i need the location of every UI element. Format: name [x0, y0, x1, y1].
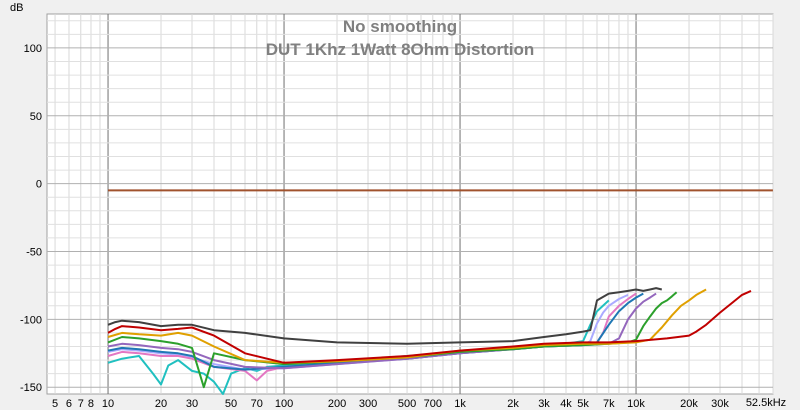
- x-tick-label: 6: [66, 398, 72, 410]
- chart-title: No smoothing: [343, 17, 457, 36]
- y-axis-unit-label: dB: [10, 2, 23, 14]
- x-tick-label: 1k: [454, 398, 466, 410]
- x-tick-label: 20k: [680, 398, 698, 410]
- y-tick-label: 0: [36, 179, 42, 191]
- series-line: [107, 291, 678, 389]
- y-tick-label: -100: [20, 314, 42, 326]
- x-tick-label: 700: [424, 398, 442, 410]
- x-tick-label: 5: [52, 398, 58, 410]
- x-tick-label: 10: [102, 398, 114, 410]
- x-tick-label: 2k: [507, 398, 519, 410]
- x-tick-label: 4k: [560, 398, 572, 410]
- x-tick-label: 200: [328, 398, 346, 410]
- y-tick-label: 50: [30, 111, 42, 123]
- x-tick-label: 70: [251, 398, 263, 410]
- chart-subtitle: DUT 1Khz 1Watt 8Ohm Distortion: [266, 40, 535, 59]
- x-tick-label: 30: [186, 398, 198, 410]
- grid-lines: [47, 14, 774, 394]
- series-line: [107, 292, 657, 370]
- x-tick-label: 500: [398, 398, 416, 410]
- series-group: [107, 189, 773, 395]
- x-axis-unit-label: 52.5kHz: [746, 397, 786, 409]
- x-tick-label: 300: [359, 398, 377, 410]
- x-tick-label: 5k: [577, 398, 589, 410]
- y-tick-label: -150: [20, 382, 42, 394]
- y-tick-label: -50: [26, 247, 42, 259]
- plot-area: [46, 13, 774, 395]
- x-tick-label: 30k: [711, 398, 729, 410]
- x-tick-label: 20: [155, 398, 167, 410]
- x-tick-label: 10k: [627, 398, 645, 410]
- x-tick-label: 8: [88, 398, 94, 410]
- x-tick-label: 7: [78, 398, 84, 410]
- series-line: [107, 289, 752, 364]
- x-tick-label: 100: [275, 398, 293, 410]
- series-line: [107, 287, 663, 345]
- x-tick-label: 50: [225, 398, 237, 410]
- y-tick-label: 100: [24, 43, 42, 55]
- x-tick-label: 7k: [603, 398, 615, 410]
- x-tick-label: 3k: [538, 398, 550, 410]
